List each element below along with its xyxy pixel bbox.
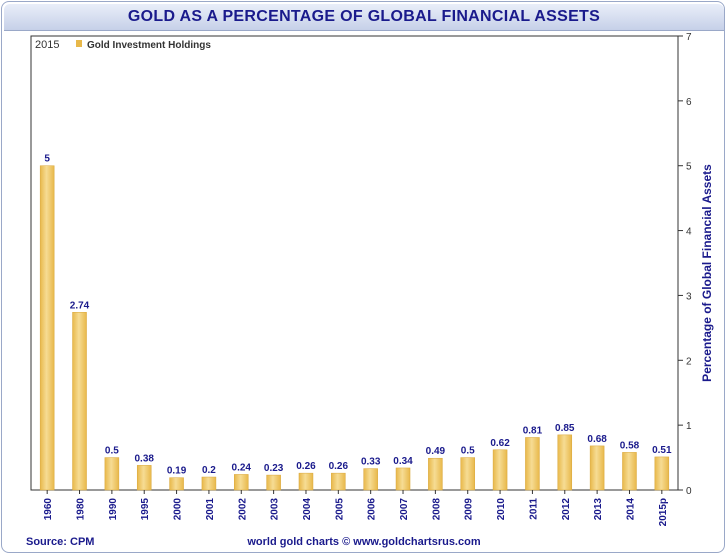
data-label-2009: 0.5: [461, 446, 475, 457]
x-tick-label-1980: 1980: [76, 498, 87, 521]
data-label-2008: 0.49: [426, 446, 446, 457]
data-label-2006: 0.33: [361, 457, 381, 468]
data-label-1995: 0.38: [134, 453, 154, 464]
y-tick-label: 6: [686, 97, 692, 108]
data-label-2003: 0.23: [264, 463, 284, 474]
x-tick-label-2003: 2003: [270, 498, 281, 521]
bar-2004: [298, 472, 314, 491]
data-label-2011: 0.81: [523, 425, 543, 436]
x-tick-label-2005: 2005: [334, 498, 345, 521]
data-label-2005: 0.26: [329, 461, 349, 472]
bar-2009: [460, 457, 475, 491]
x-tick-label-2010: 2010: [496, 498, 507, 521]
credit-text: world gold charts © www.goldchartsrus.co…: [247, 536, 481, 548]
legend-swatch: [76, 40, 82, 47]
bar-1980: [72, 312, 87, 491]
data-label-2002: 0.24: [232, 462, 252, 473]
bar-2011: [525, 437, 540, 491]
x-tick-label-1990: 1990: [108, 498, 119, 521]
x-tick-label-1960: 1960: [43, 498, 54, 521]
chart-title: GOLD AS A PERCENTAGE OF GLOBAL FINANCIAL…: [127, 8, 601, 25]
corner-year-label: 2015: [35, 39, 59, 51]
data-label-2010: 0.62: [490, 438, 510, 449]
x-tick-label-2000: 2000: [173, 498, 184, 521]
data-label-1960: 5: [44, 154, 50, 165]
bar-2013: [589, 445, 605, 491]
bar-2012: [557, 434, 573, 491]
data-label-2013: 0.68: [587, 434, 607, 445]
x-tick-label-2015p: 2015p: [658, 498, 669, 526]
y-tick-label: 3: [686, 291, 692, 302]
data-label-2012: 0.85: [555, 423, 575, 434]
data-label-2004: 0.26: [296, 461, 316, 472]
bar-2015p: [654, 456, 670, 491]
y-tick-label: 1: [686, 421, 692, 432]
data-label-1990: 0.5: [105, 446, 119, 457]
title-bar: GOLD AS A PERCENTAGE OF GLOBAL FINANCIAL…: [4, 4, 724, 31]
x-tick-label-2014: 2014: [625, 498, 636, 521]
data-label-2015p: 0.51: [652, 445, 672, 456]
bar-1995: [136, 465, 152, 491]
x-tick-label-2002: 2002: [237, 498, 248, 521]
bar-2010: [492, 449, 508, 491]
y-tick-label: 2: [686, 356, 692, 367]
y-axis-title: Percentage of Global Financial Assets: [700, 164, 714, 382]
x-tick-label-2012: 2012: [561, 498, 572, 521]
bar-2014: [622, 452, 637, 491]
source-text: Source: CPM: [26, 536, 95, 548]
x-tick-label-2009: 2009: [464, 498, 475, 521]
x-tick-label-2011: 2011: [528, 498, 539, 520]
bar-2003: [266, 474, 281, 491]
bar-1990: [104, 457, 120, 491]
bar-2000: [169, 477, 184, 491]
x-tick-label-2004: 2004: [302, 498, 313, 521]
bar-2006: [363, 468, 378, 491]
bar-2008: [428, 457, 443, 491]
plot-area: [30, 35, 679, 491]
bar-2007: [395, 467, 411, 491]
y-tick-label: 4: [686, 227, 692, 238]
data-label-2000: 0.19: [167, 466, 187, 477]
x-tick-label-1995: 1995: [140, 498, 151, 521]
y-tick-label: 0: [686, 486, 692, 497]
y-tick-label: 7: [686, 32, 692, 43]
bar-2001: [201, 476, 217, 491]
data-label-1980: 2.74: [70, 300, 90, 311]
data-label-2001: 0.2: [202, 465, 216, 476]
bar-2002: [234, 474, 249, 491]
x-tick-label-2007: 2007: [399, 498, 410, 521]
x-tick-label-2013: 2013: [593, 498, 604, 521]
x-tick-label-2006: 2006: [367, 498, 378, 521]
legend-label: Gold Investment Holdings: [87, 40, 211, 51]
bar-2005: [331, 472, 346, 491]
bar-1960: [39, 165, 55, 491]
data-label-2007: 0.34: [393, 456, 413, 467]
data-label-2014: 0.58: [620, 440, 640, 451]
y-tick-label: 5: [686, 162, 692, 173]
x-tick-label-2008: 2008: [431, 498, 442, 521]
x-tick-label-2001: 2001: [205, 498, 216, 521]
